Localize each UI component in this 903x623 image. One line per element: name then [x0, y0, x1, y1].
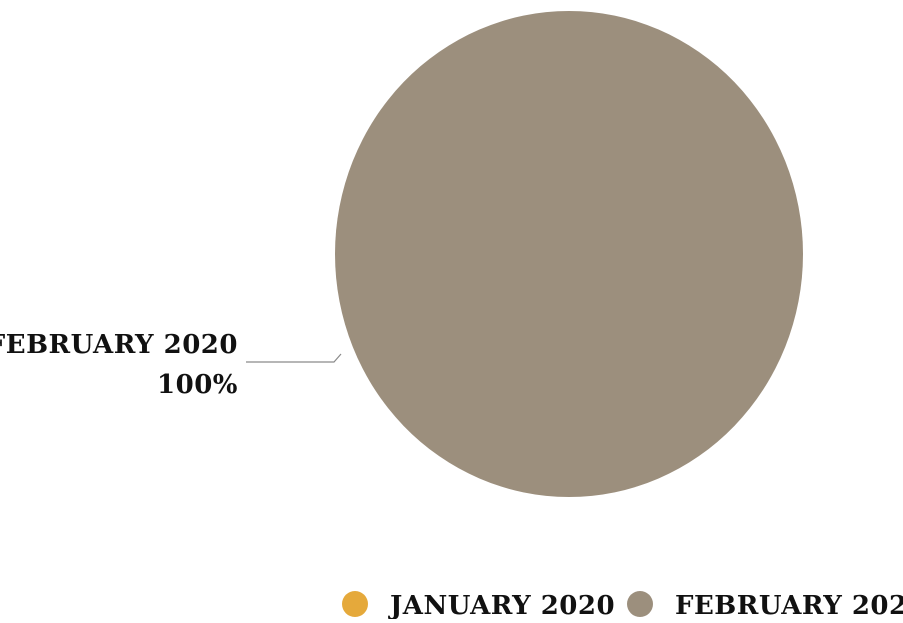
legend-label-february-2020: FEBRUARY 2020	[675, 591, 903, 619]
leader-line	[246, 353, 342, 363]
pie-slices	[335, 11, 803, 497]
legend-entry-january-2020[interactable]: JANUARY 2020	[342, 591, 615, 621]
legend: JANUARY 2020 FEBRUARY 2020	[342, 591, 903, 621]
legend-label-january-2020: JANUARY 2020	[388, 591, 615, 619]
legend-swatch-february-2020	[627, 591, 653, 617]
legend-entry-february-2020[interactable]: FEBRUARY 2020	[627, 591, 903, 621]
data-label-value: 100%	[157, 370, 238, 400]
data-label-callout: FEBRUARY 2020 100%	[0, 330, 342, 400]
pie-slice-february-2020[interactable]	[335, 11, 803, 497]
legend-swatch-january-2020	[342, 591, 368, 617]
data-label-name: FEBRUARY 2020	[0, 330, 238, 360]
